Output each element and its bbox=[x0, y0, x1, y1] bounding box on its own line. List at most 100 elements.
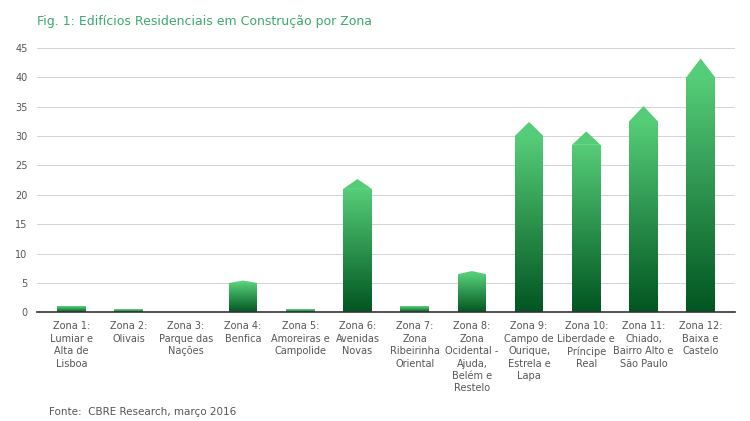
Bar bbox=[514, 247, 544, 248]
Bar bbox=[344, 282, 372, 283]
Bar bbox=[572, 298, 601, 299]
Bar bbox=[629, 278, 658, 279]
Bar bbox=[514, 198, 544, 200]
Bar bbox=[686, 149, 715, 150]
Bar bbox=[686, 103, 715, 104]
Bar bbox=[686, 114, 715, 115]
Bar bbox=[686, 160, 715, 161]
Bar bbox=[572, 244, 601, 245]
Bar bbox=[344, 289, 372, 290]
Bar bbox=[344, 235, 372, 236]
Bar bbox=[572, 155, 601, 156]
Bar bbox=[514, 241, 544, 242]
Bar bbox=[686, 203, 715, 204]
Bar bbox=[572, 157, 601, 158]
Bar bbox=[629, 240, 658, 241]
Bar bbox=[629, 201, 658, 203]
Bar bbox=[514, 203, 544, 204]
Bar bbox=[514, 304, 544, 305]
Bar bbox=[686, 93, 715, 94]
Bar bbox=[514, 292, 544, 293]
Bar bbox=[514, 216, 544, 217]
Bar bbox=[686, 256, 715, 257]
Bar bbox=[572, 176, 601, 178]
Bar bbox=[514, 209, 544, 210]
Bar bbox=[514, 139, 544, 141]
Bar bbox=[344, 288, 372, 289]
Bar bbox=[572, 145, 601, 146]
Bar bbox=[686, 286, 715, 288]
Bar bbox=[572, 287, 601, 288]
Bar bbox=[344, 273, 372, 274]
Bar bbox=[344, 297, 372, 298]
Bar bbox=[572, 260, 601, 261]
Bar bbox=[686, 139, 715, 141]
Bar bbox=[686, 221, 715, 222]
Bar bbox=[686, 292, 715, 293]
Bar bbox=[514, 309, 544, 310]
Bar bbox=[686, 136, 715, 137]
Bar bbox=[572, 309, 601, 310]
Bar bbox=[344, 224, 372, 225]
Bar bbox=[572, 181, 601, 183]
Bar bbox=[572, 264, 601, 266]
Bar bbox=[344, 253, 372, 254]
Bar bbox=[686, 179, 715, 181]
Bar bbox=[572, 235, 601, 236]
Bar bbox=[514, 295, 544, 296]
Bar bbox=[686, 123, 715, 124]
Bar bbox=[629, 149, 658, 150]
Bar bbox=[686, 125, 715, 127]
Bar bbox=[514, 169, 544, 171]
Bar bbox=[344, 281, 372, 282]
Bar bbox=[344, 231, 372, 232]
Bar bbox=[686, 160, 715, 162]
Bar bbox=[686, 268, 715, 269]
Bar bbox=[629, 298, 658, 299]
Bar bbox=[344, 260, 372, 261]
Bar bbox=[629, 266, 658, 267]
Bar bbox=[344, 220, 372, 221]
Bar bbox=[514, 174, 544, 175]
Bar bbox=[686, 132, 715, 134]
Bar bbox=[629, 140, 658, 141]
Bar bbox=[686, 81, 715, 82]
Bar bbox=[572, 218, 601, 219]
Bar bbox=[686, 234, 715, 235]
Bar bbox=[629, 264, 658, 266]
Bar bbox=[514, 264, 544, 265]
Bar bbox=[629, 145, 658, 146]
Bar bbox=[344, 210, 372, 211]
Bar bbox=[572, 270, 601, 271]
Bar bbox=[686, 163, 715, 164]
Bar bbox=[629, 210, 658, 211]
Bar bbox=[572, 277, 601, 278]
Bar bbox=[572, 253, 601, 255]
Bar bbox=[686, 93, 715, 95]
Text: Fonte:  CBRE Research, março 2016: Fonte: CBRE Research, março 2016 bbox=[49, 407, 236, 417]
Bar bbox=[572, 301, 601, 302]
Bar bbox=[514, 291, 544, 292]
Bar bbox=[514, 220, 544, 221]
Bar bbox=[572, 175, 601, 176]
Bar bbox=[572, 161, 601, 162]
Bar bbox=[686, 306, 715, 308]
Bar bbox=[572, 229, 601, 230]
Bar bbox=[514, 144, 544, 145]
Bar bbox=[629, 268, 658, 269]
Bar bbox=[629, 158, 658, 160]
Bar bbox=[344, 222, 372, 223]
Bar bbox=[629, 187, 658, 188]
Bar bbox=[514, 271, 544, 272]
Bar bbox=[629, 292, 658, 293]
Bar bbox=[629, 208, 658, 209]
Bar bbox=[629, 130, 658, 131]
Bar bbox=[572, 308, 601, 309]
Bar bbox=[572, 241, 601, 242]
Bar bbox=[629, 256, 658, 257]
Bar bbox=[514, 306, 544, 307]
Bar bbox=[344, 311, 372, 312]
Bar bbox=[686, 255, 715, 256]
Bar bbox=[572, 255, 601, 256]
Bar bbox=[629, 276, 658, 277]
